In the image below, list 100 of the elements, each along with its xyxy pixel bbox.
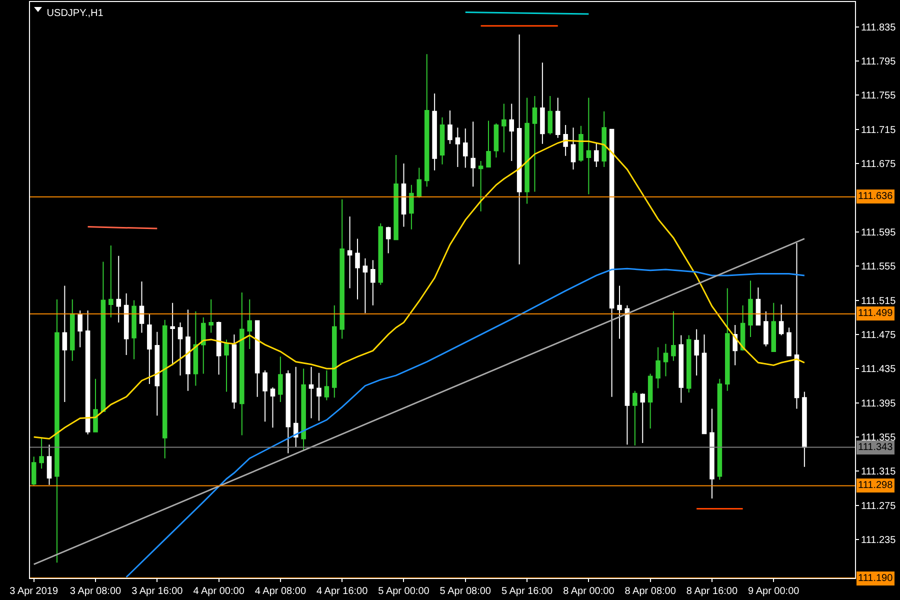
candlestick xyxy=(586,97,592,195)
ref-line-label: 111.298 xyxy=(858,480,894,491)
candlestick xyxy=(139,280,144,334)
candlestick xyxy=(570,127,576,170)
candlestick xyxy=(124,292,129,356)
x-tick-label: 3 Apr 2019 xyxy=(10,586,58,597)
candlestick xyxy=(470,121,476,188)
candlestick xyxy=(347,216,352,289)
candlestick xyxy=(201,316,206,374)
y-tick-label: 111.435 xyxy=(861,364,896,376)
candlestick xyxy=(262,370,268,422)
y-tick-label: 111.715 xyxy=(861,124,896,136)
candlestick xyxy=(93,378,98,432)
candlestick xyxy=(532,96,538,192)
candlestick xyxy=(548,96,553,135)
candlestick xyxy=(31,456,36,486)
candlestick xyxy=(778,304,784,336)
candlestick xyxy=(378,222,384,286)
candlestick xyxy=(340,198,344,340)
candlestick xyxy=(609,128,614,398)
candlestick xyxy=(694,328,699,376)
candlestick xyxy=(794,242,800,410)
candlestick xyxy=(278,356,283,402)
candlestick xyxy=(725,288,730,392)
candlestick xyxy=(732,324,738,366)
y-tick-label: 111.555 xyxy=(861,262,896,273)
candlestick xyxy=(663,343,668,377)
candlestick xyxy=(478,160,484,212)
y-tick-label: 111.315 xyxy=(861,466,896,478)
candlestick xyxy=(656,346,660,389)
candlestick xyxy=(617,285,622,340)
candlestick xyxy=(362,258,368,314)
x-tick-label: 4 Apr 00:00 xyxy=(193,586,245,597)
y-tick-label: 111.795 xyxy=(861,56,896,68)
candlestick xyxy=(147,313,152,385)
candlestick xyxy=(640,392,646,444)
candlestick xyxy=(563,124,568,156)
candlestick xyxy=(247,298,252,350)
y-tick-label: 111.675 xyxy=(861,159,896,170)
candlestick xyxy=(308,366,314,419)
candlestick xyxy=(578,125,584,162)
candlestick xyxy=(100,261,106,412)
x-tick-label: 5 Apr 16:00 xyxy=(501,586,554,597)
candlestick xyxy=(293,366,298,448)
candlestick xyxy=(370,260,376,306)
candlestick xyxy=(224,339,229,392)
candlestick xyxy=(116,255,122,323)
candlestick xyxy=(154,331,160,416)
x-tick-label: 8 Apr 00:00 xyxy=(563,586,615,597)
candlestick xyxy=(85,310,90,435)
candlestick xyxy=(594,142,599,168)
candlestick xyxy=(786,327,792,356)
x-tick-label: 4 Apr 08:00 xyxy=(254,586,306,597)
candlestick xyxy=(764,310,768,347)
candlestick xyxy=(39,437,44,470)
candlestick xyxy=(70,298,75,362)
candlestick xyxy=(78,310,82,348)
x-tick-label: 3 Apr 08:00 xyxy=(70,586,122,597)
line-series xyxy=(126,268,806,578)
candlestick xyxy=(702,334,707,434)
candlestick xyxy=(524,97,530,204)
y-tick-label: 111.395 xyxy=(861,398,896,410)
candlestick xyxy=(270,386,276,428)
candlestick xyxy=(301,368,306,452)
candlestick xyxy=(62,285,68,402)
candlestick xyxy=(46,444,52,486)
text: USDJPY.,H1 xyxy=(46,8,104,19)
ref-line-label: 111.343 xyxy=(858,442,894,453)
candlestick xyxy=(748,280,753,338)
candlestick xyxy=(756,286,761,326)
candlestick xyxy=(455,127,460,168)
candlestick xyxy=(216,321,222,376)
x-tick-label: 3 Apr 16:00 xyxy=(132,586,184,597)
x-tick-label: 8 Apr 08:00 xyxy=(624,586,676,597)
y-tick-label: 111.755 xyxy=(861,90,896,102)
y-tick-label: 111.355 xyxy=(861,432,896,444)
x-tick-label: 9 Apr 00:00 xyxy=(748,586,800,597)
candlestick xyxy=(394,154,398,240)
x-tick-label: 4 Apr 16:00 xyxy=(316,586,368,597)
candlestick xyxy=(324,370,330,401)
candlestick xyxy=(540,62,545,144)
candlestick xyxy=(386,226,391,254)
candlestick xyxy=(710,408,714,500)
candlestick xyxy=(132,300,136,360)
y-tick-label: 111.595 xyxy=(861,227,896,238)
candlestick xyxy=(424,54,430,188)
candlestick xyxy=(240,292,244,436)
candlestick xyxy=(170,302,175,366)
candlestick xyxy=(193,310,198,386)
candlestick xyxy=(108,245,114,318)
candlestick xyxy=(254,320,260,398)
candlestick xyxy=(555,97,560,138)
ref-line-label: 111.636 xyxy=(858,191,894,202)
candlestick xyxy=(186,309,190,392)
candlestick xyxy=(486,120,491,168)
candlestick xyxy=(648,373,653,429)
candlestick xyxy=(802,391,807,468)
candlestick xyxy=(409,184,414,230)
candlestick xyxy=(494,122,499,158)
candlestick xyxy=(54,298,60,564)
